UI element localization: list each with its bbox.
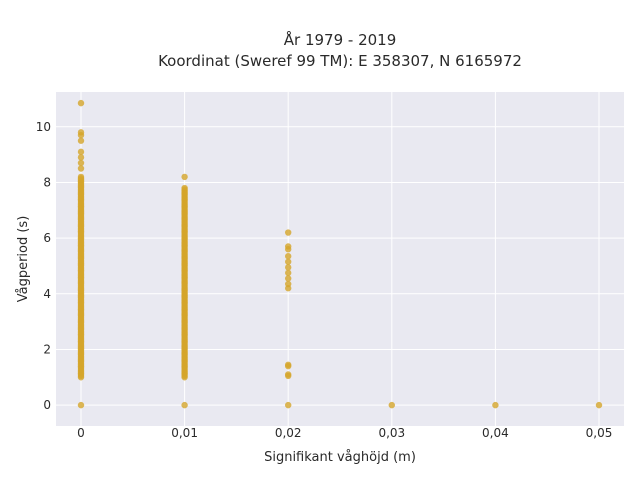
data-point: [77, 401, 85, 409]
x-tick-label: 0,04: [482, 426, 509, 440]
data-point: [77, 159, 85, 167]
data-point: [181, 184, 188, 192]
data-point: [285, 371, 292, 378]
data-point: [285, 229, 292, 236]
data-point: [285, 401, 292, 409]
x-tick-label: 0,01: [171, 426, 198, 440]
data-point: [492, 401, 499, 409]
data-point: [285, 361, 292, 368]
x-tick-label: 0,03: [378, 426, 405, 440]
data-point: [285, 264, 292, 271]
data-point: [285, 269, 292, 277]
data-point: [285, 275, 292, 282]
grid-lines: [56, 92, 624, 426]
data-point: [77, 99, 85, 107]
y-tick-label: 4: [43, 287, 51, 301]
data-point: [77, 137, 85, 144]
data-point: [181, 401, 188, 409]
data-point: [77, 148, 85, 156]
data-point: [285, 258, 292, 265]
data-point: [77, 173, 85, 181]
data-point: [595, 401, 603, 409]
y-tick-labels: 0 2 4 6 8 10: [36, 120, 51, 412]
x-axis-label: Signifikant våghöjd (m): [264, 450, 416, 465]
x-tick-label: 0,02: [275, 426, 302, 440]
chart-title-line-1: År 1979 - 2019: [284, 30, 397, 49]
chart-title-line-2: Koordinat (Sweref 99 TM): E 358307, N 61…: [158, 52, 522, 70]
y-tick-label: 0: [43, 398, 51, 412]
plot-background: [56, 92, 624, 426]
y-tick-label: 6: [43, 231, 51, 245]
data-point: [285, 280, 292, 288]
y-tick-label: 2: [43, 342, 51, 356]
x-tick-label: 0,05: [586, 426, 613, 440]
y-axis-label: Vågperiod (s): [16, 216, 31, 303]
x-tick-label: 0: [77, 426, 85, 440]
data-point: [77, 165, 85, 172]
y-tick-label: 10: [36, 120, 51, 134]
data-point: [388, 401, 395, 409]
data-point: [285, 243, 292, 250]
data-point: [181, 173, 188, 181]
data-point: [285, 253, 292, 260]
x-tick-labels: 0 0,01 0,02 0,03 0,04 0,05: [77, 426, 612, 440]
data-points: [77, 99, 603, 409]
data-point: [77, 129, 85, 136]
y-tick-label: 8: [43, 175, 51, 189]
data-point: [77, 154, 85, 161]
